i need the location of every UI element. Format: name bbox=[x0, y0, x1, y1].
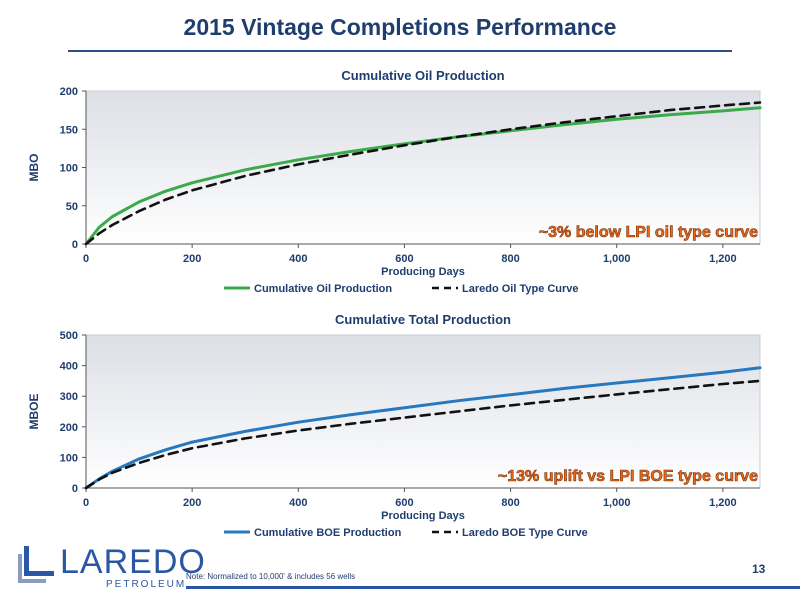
x-tick-label: 0 bbox=[83, 253, 89, 265]
series-line-2 bbox=[84, 379, 762, 490]
logo-subtitle: PETROLEUM bbox=[106, 579, 187, 590]
y-tick-label: 300 bbox=[60, 391, 78, 403]
y-tick-label: 150 bbox=[60, 124, 78, 136]
y-tick-label: 50 bbox=[66, 201, 78, 213]
y-tick-label: 500 bbox=[60, 330, 78, 342]
y-tick-label: 0 bbox=[72, 239, 78, 251]
y-axis-label: MBO bbox=[27, 154, 41, 182]
x-axis-label: Producing Days bbox=[381, 510, 465, 522]
x-tick-label: 0 bbox=[83, 497, 89, 509]
chart-annotation: ~13% uplift vs LPI BOE type curve bbox=[498, 468, 758, 485]
footer-divider bbox=[186, 586, 800, 589]
series-line-1 bbox=[84, 366, 762, 490]
x-tick-label: 800 bbox=[501, 497, 519, 509]
total-production-chart: Cumulative Total Production 0 100 200 300 400… bbox=[27, 312, 762, 539]
x-tick-label: 400 bbox=[289, 497, 307, 509]
legend-label: Laredo BOE Type Curve bbox=[462, 527, 588, 539]
oil-production-chart: Cumulative Oil Production 0 50 100 150 200 0 20… bbox=[27, 68, 762, 295]
legend-label: Cumulative BOE Production bbox=[254, 527, 402, 539]
page-title: 2015 Vintage Completions Performance bbox=[183, 14, 617, 40]
y-tick-label: 100 bbox=[60, 452, 78, 464]
chart-title: Cumulative Oil Production bbox=[341, 68, 504, 83]
plot-area bbox=[85, 90, 761, 245]
x-axis-label: Producing Days bbox=[381, 266, 465, 278]
chart-annotation: ~3% below LPI oil type curve bbox=[539, 224, 758, 241]
y-tick-label: 100 bbox=[60, 163, 78, 175]
y-tick-label: 0 bbox=[72, 483, 78, 495]
logo-mark-icon bbox=[18, 546, 54, 583]
series-line-1 bbox=[84, 106, 762, 246]
chart-title: Cumulative Total Production bbox=[335, 312, 511, 327]
x-tick-label: 1,200 bbox=[709, 497, 737, 509]
x-tick-label: 1,000 bbox=[603, 253, 631, 265]
company-logo: LAREDO PETROLEUM bbox=[18, 544, 205, 594]
title-divider bbox=[68, 50, 732, 52]
x-tick-label: 1,200 bbox=[709, 253, 737, 265]
x-tick-label: 200 bbox=[183, 497, 201, 509]
y-tick-label: 200 bbox=[60, 422, 78, 434]
legend-label: Cumulative Oil Production bbox=[254, 283, 392, 295]
x-tick-label: 400 bbox=[289, 253, 307, 265]
footnote: Note: Normalized to 10,000' & includes 5… bbox=[186, 572, 356, 581]
legend-label: Laredo Oil Type Curve bbox=[462, 283, 579, 295]
logo-wordmark: LAREDO bbox=[60, 543, 206, 581]
page-number: 13 bbox=[752, 562, 766, 576]
x-tick-label: 800 bbox=[501, 253, 519, 265]
x-tick-label: 600 bbox=[395, 253, 413, 265]
y-tick-label: 200 bbox=[60, 86, 78, 98]
plot-area bbox=[85, 334, 761, 489]
y-tick-label: 400 bbox=[60, 361, 78, 373]
x-tick-label: 600 bbox=[395, 497, 413, 509]
series-line-2 bbox=[84, 101, 762, 246]
y-axis-label: MBOE bbox=[27, 394, 41, 430]
x-tick-label: 200 bbox=[183, 253, 201, 265]
x-tick-label: 1,000 bbox=[603, 497, 631, 509]
